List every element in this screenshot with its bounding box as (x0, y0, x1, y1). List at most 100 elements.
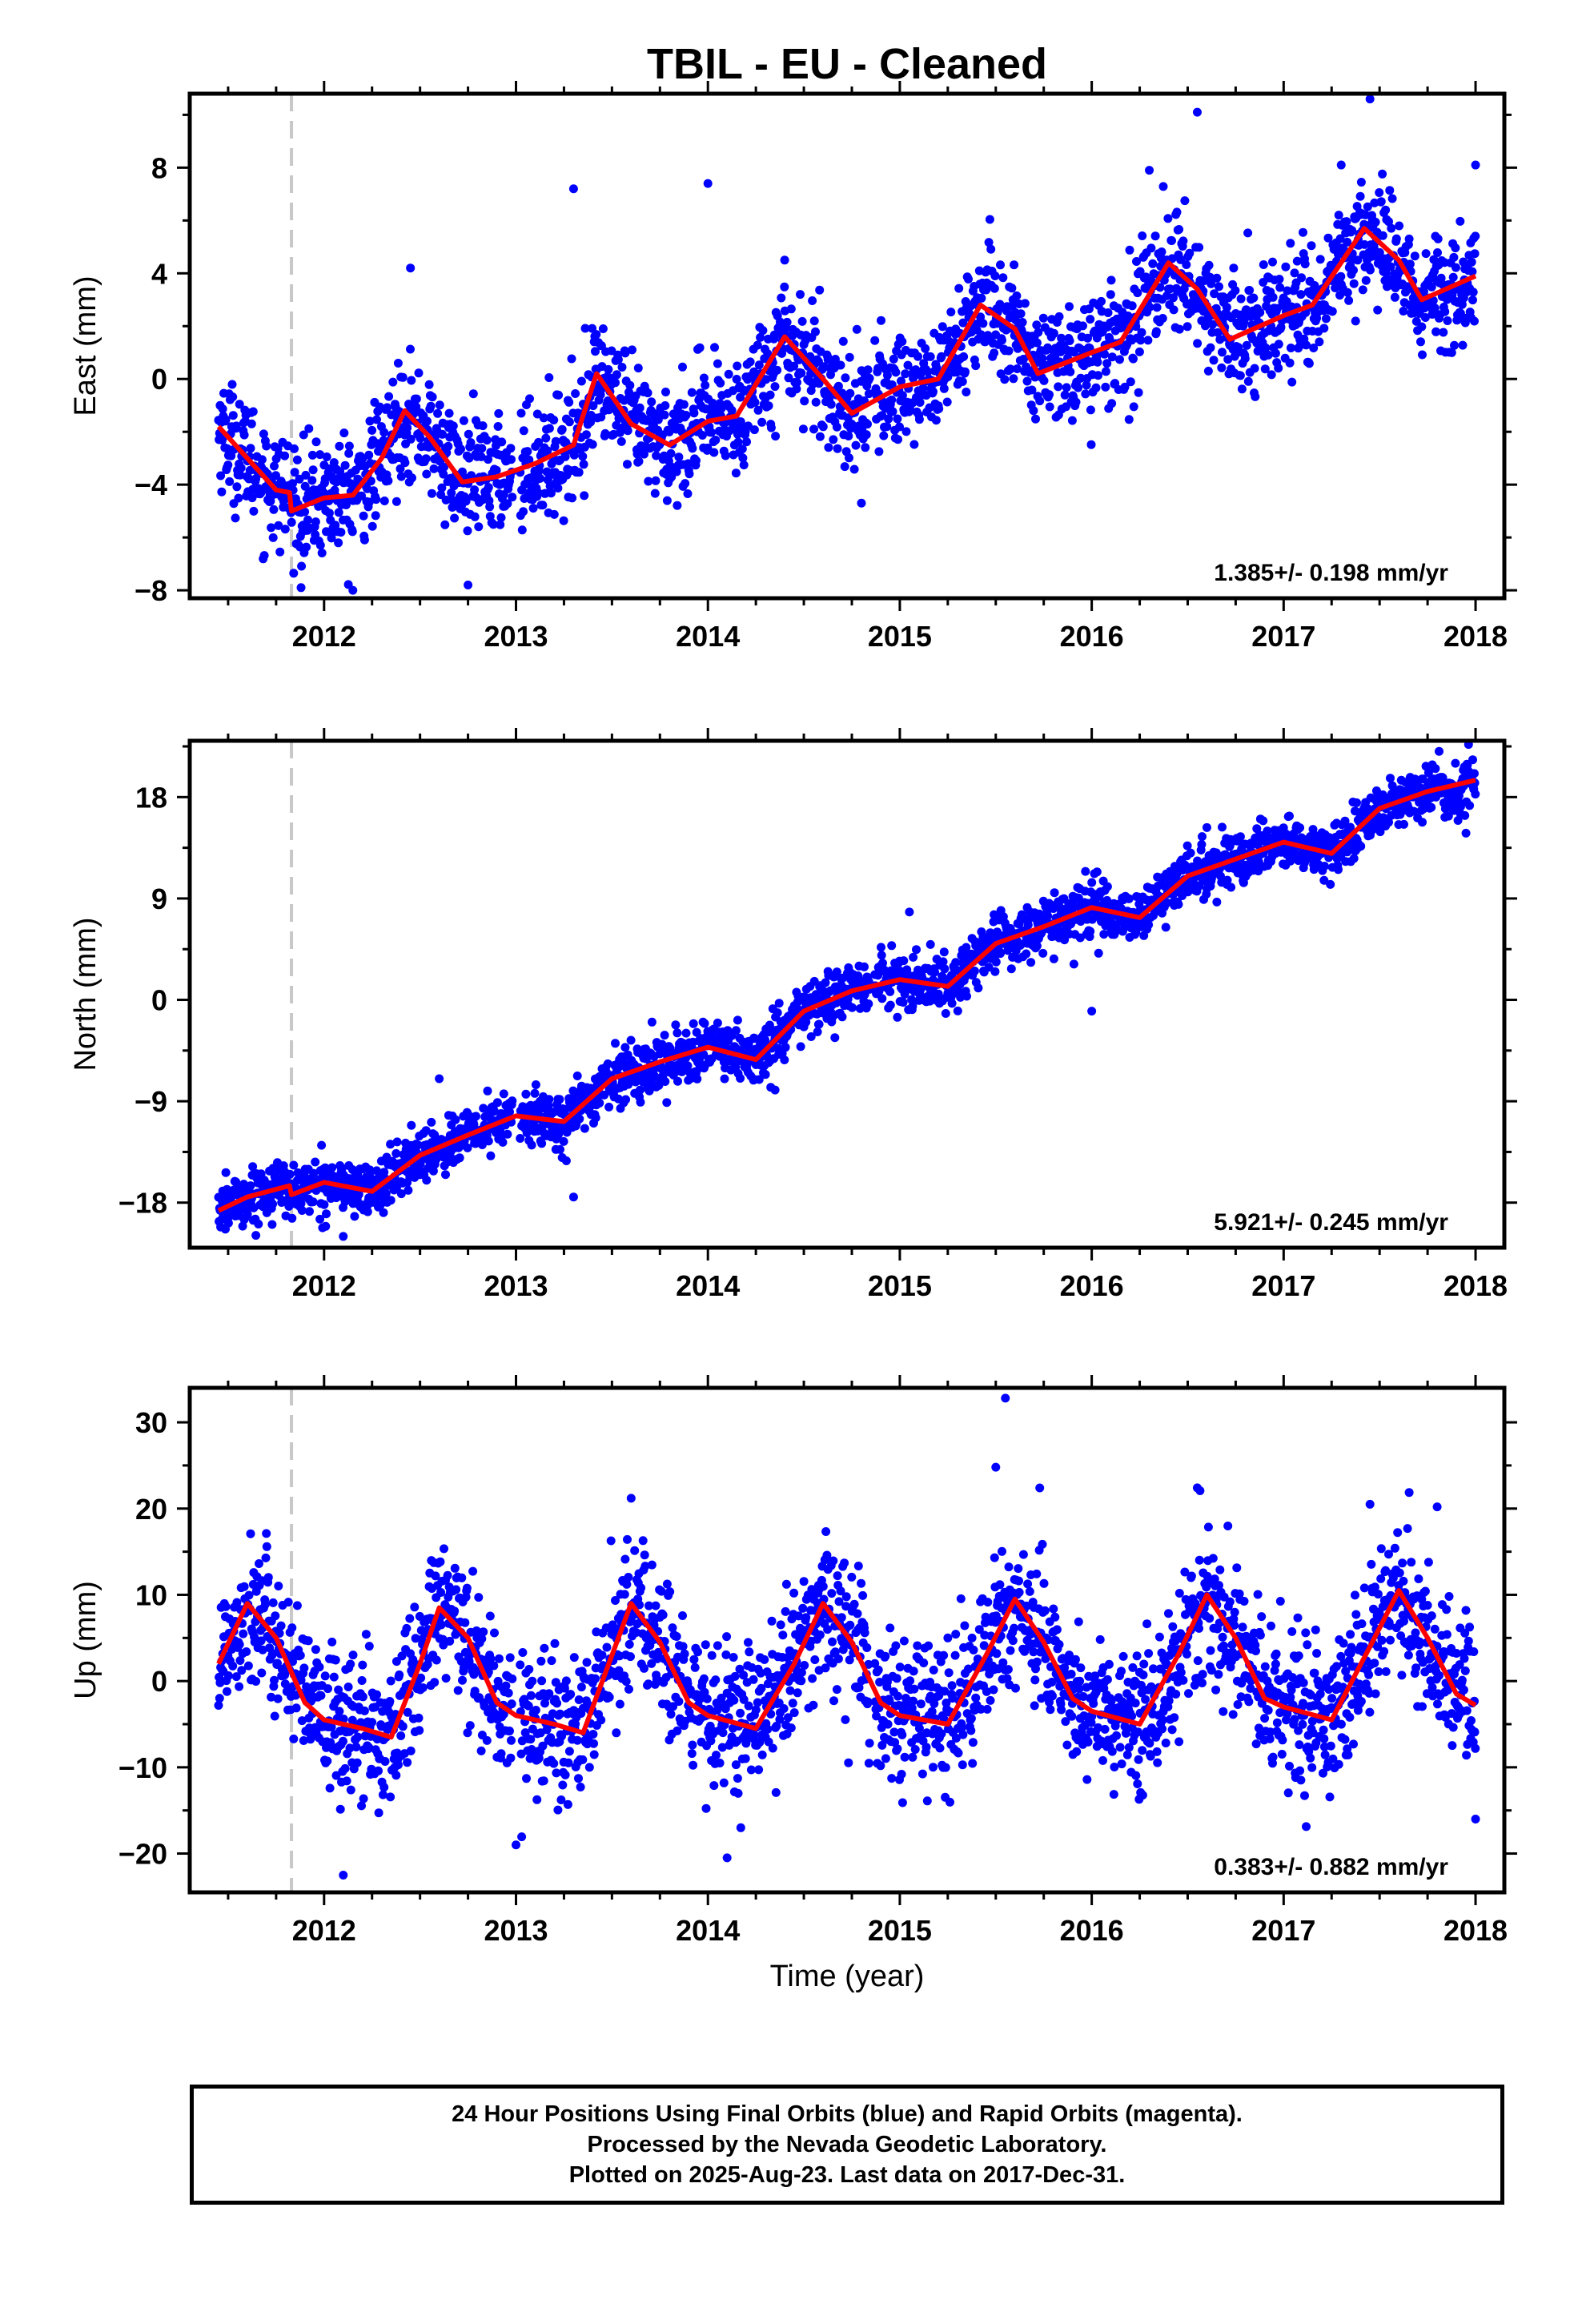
data-point (1292, 256, 1302, 266)
data-point (1035, 396, 1045, 406)
data-point (1010, 260, 1019, 270)
data-point (1302, 340, 1311, 350)
data-point (1222, 303, 1231, 312)
data-point (661, 388, 670, 396)
data-point (887, 941, 897, 951)
data-point (488, 520, 498, 529)
data-point (1132, 257, 1141, 266)
data-point (990, 271, 1000, 280)
data-point (1127, 301, 1137, 311)
data-point (1026, 958, 1036, 967)
outlier-point (905, 907, 914, 917)
data-point (427, 489, 436, 498)
data-point (845, 453, 853, 463)
data-point (1016, 309, 1026, 319)
data-point (1297, 273, 1307, 283)
data-point (396, 464, 405, 473)
data-point (644, 1086, 654, 1096)
data-point (1387, 194, 1397, 203)
y-axis-title: North (mm) (69, 917, 102, 1071)
data-point (1106, 275, 1116, 285)
data-point (750, 398, 760, 407)
data-point (372, 415, 381, 424)
data-point (1012, 291, 1022, 300)
data-point (334, 538, 343, 548)
data-point (863, 420, 872, 429)
data-point (267, 523, 276, 533)
data-point (508, 493, 517, 502)
chart-title: TBIL - EU - Cleaned (647, 40, 1047, 88)
data-point (1285, 358, 1295, 368)
y-tick-label: −8 (135, 574, 167, 607)
data-point (1404, 234, 1414, 243)
data-point (885, 987, 895, 996)
data-point (1315, 255, 1325, 264)
data-point (1309, 344, 1319, 352)
data-point (1456, 308, 1465, 318)
data-point (753, 340, 762, 350)
data-point (304, 424, 314, 433)
data-point (974, 983, 983, 993)
data-point (404, 1185, 413, 1195)
data-point (400, 458, 410, 468)
data-point (1449, 252, 1459, 262)
data-point (412, 402, 421, 412)
data-point (217, 487, 227, 497)
data-point (295, 474, 304, 484)
data-point (494, 408, 504, 418)
data-point (386, 1196, 396, 1205)
data-point (604, 364, 613, 374)
data-point (1092, 867, 1102, 877)
data-point (1218, 822, 1227, 832)
data-point (287, 517, 296, 527)
data-point (1174, 899, 1183, 909)
y-axis-title: East (mm) (69, 275, 102, 416)
data-point (456, 444, 465, 454)
x-tick-label: 2015 (868, 1269, 932, 1302)
data-point (1013, 364, 1022, 373)
data-point (379, 1208, 388, 1217)
y-tick-label: 9 (151, 883, 167, 915)
data-point (620, 1043, 630, 1052)
data-point (1456, 802, 1465, 811)
data-point (296, 1199, 306, 1208)
outlier-point (1461, 828, 1471, 838)
data-point (1235, 371, 1245, 380)
y-tick-label: −4 (135, 468, 167, 501)
data-point (280, 525, 290, 534)
data-point (262, 441, 271, 451)
data-point (1163, 214, 1173, 223)
data-point (1268, 292, 1278, 302)
data-point (1195, 243, 1204, 252)
data-point (1193, 339, 1203, 348)
data-point (544, 373, 554, 382)
data-point (628, 345, 636, 355)
data-point (1433, 234, 1443, 243)
data-point (617, 363, 627, 372)
data-point (626, 1035, 636, 1045)
data-point (1126, 377, 1135, 387)
data-point (693, 1074, 702, 1084)
data-point (437, 483, 447, 493)
data-point (797, 368, 806, 378)
data-point (887, 380, 897, 389)
data-point (624, 1080, 633, 1089)
data-point (1381, 205, 1391, 215)
y-tick-label: 4 (151, 257, 167, 290)
data-point (350, 1212, 359, 1221)
data-point (275, 547, 285, 557)
data-point (297, 561, 307, 571)
data-point (845, 388, 855, 398)
data-point (238, 1221, 247, 1231)
data-point (340, 460, 350, 470)
data-point (1387, 223, 1396, 233)
data-point (1315, 337, 1324, 347)
data-point (290, 468, 299, 477)
data-point (1032, 320, 1042, 330)
data-point (689, 1019, 698, 1028)
data-point (1361, 275, 1371, 285)
data-point (1069, 959, 1078, 969)
data-point (1356, 842, 1366, 851)
data-point (901, 427, 911, 436)
data-point (710, 343, 719, 352)
